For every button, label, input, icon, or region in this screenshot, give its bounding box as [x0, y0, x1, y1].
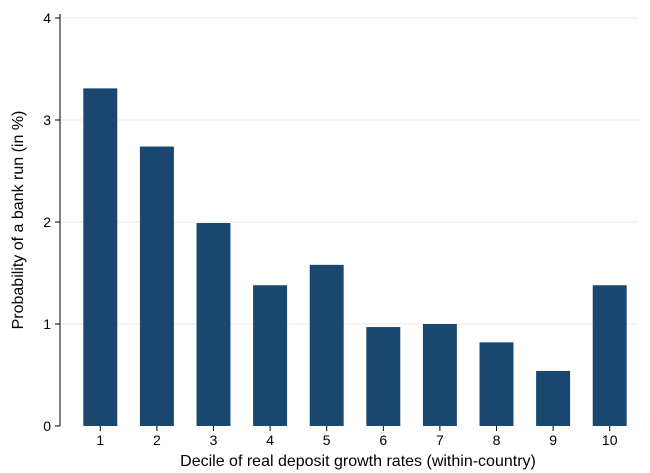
- y-tick-label: 2: [43, 214, 51, 230]
- bar-5: [310, 265, 344, 426]
- x-ticks: 1 2 3 4 5 6 7 8 9 10: [96, 426, 617, 448]
- bar-1: [83, 88, 117, 426]
- y-tick-label: 1: [43, 316, 51, 332]
- y-tick-label: 3: [43, 112, 51, 128]
- x-tick-label: 8: [493, 432, 501, 448]
- bar-7: [423, 324, 457, 426]
- bar-8: [480, 342, 514, 426]
- bar-4: [253, 285, 287, 426]
- x-tick-label: 4: [266, 432, 274, 448]
- y-tick-label: 0: [43, 418, 51, 434]
- y-tick-label: 4: [43, 10, 51, 26]
- bar-3: [197, 223, 231, 426]
- x-tick-label: 1: [96, 432, 104, 448]
- y-axis-title: Probability of a bank run (in %): [10, 111, 27, 330]
- x-tick-label: 2: [153, 432, 161, 448]
- x-tick-label: 5: [323, 432, 331, 448]
- x-tick-label: 6: [379, 432, 387, 448]
- bar-9: [536, 371, 570, 426]
- x-tick-label: 9: [549, 432, 557, 448]
- bar-6: [366, 327, 400, 426]
- x-tick-label: 7: [436, 432, 444, 448]
- bar-10: [593, 285, 627, 426]
- bars: [83, 88, 626, 426]
- x-axis-title: Decile of real deposit growth rates (wit…: [180, 453, 536, 470]
- x-tick-label: 3: [210, 432, 218, 448]
- bar-2: [140, 147, 174, 426]
- x-tick-label: 10: [602, 432, 618, 448]
- y-ticks: 0 1 2 3 4: [43, 10, 60, 434]
